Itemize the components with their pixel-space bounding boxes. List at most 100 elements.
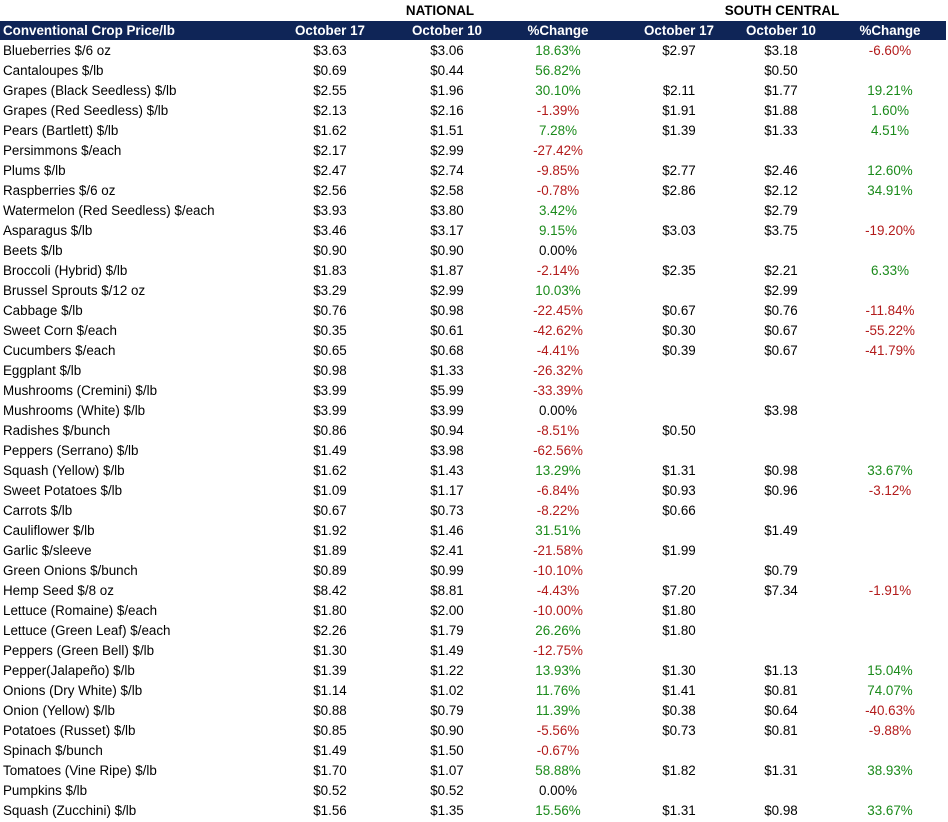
cell-sc-oct17: $0.73 xyxy=(662,723,696,738)
cell-national-oct10: $2.74 xyxy=(430,163,464,178)
cell-national-change: -0.78% xyxy=(536,183,580,198)
cell-national-change: -10.10% xyxy=(533,563,583,578)
table-row: Cauliflower $/lb $1.92 $1.46 31.51% $1.49 xyxy=(0,521,946,541)
cell-national-change: -62.56% xyxy=(533,443,583,458)
table-row: Peppers (Green Bell) $/lb $1.30 $1.49 -12.7… xyxy=(0,641,946,661)
cell-national-oct10: $0.90 xyxy=(430,723,464,738)
cell-crop-name: Persimmons $/each xyxy=(3,143,122,158)
cell-national-change: 11.39% xyxy=(535,703,581,718)
cell-national-oct10: $0.73 xyxy=(430,503,464,518)
cell-sc-oct10: $2.21 xyxy=(764,263,798,278)
cell-national-oct17: $0.85 xyxy=(313,723,347,738)
col-header-national-oct10: October 10 xyxy=(412,23,482,38)
col-header-sc-oct10: October 10 xyxy=(746,23,816,38)
table-row: Cabbage $/lb $0.76 $0.98 -22.45% $0.67 $0.76 -… xyxy=(0,301,946,321)
cell-national-oct17: $2.56 xyxy=(313,183,347,198)
cell-sc-oct10: $1.49 xyxy=(764,523,798,538)
cell-national-oct10: $8.81 xyxy=(430,583,464,598)
cell-sc-oct17: $0.93 xyxy=(662,483,696,498)
cell-national-change: 13.29% xyxy=(535,463,581,478)
col-header-sc-change: %Change xyxy=(859,23,921,38)
cell-national-oct17: $1.80 xyxy=(313,603,347,618)
cell-national-oct10: $1.51 xyxy=(430,123,464,138)
cell-sc-oct10: $3.75 xyxy=(764,223,798,238)
cell-sc-oct10: $0.79 xyxy=(764,563,798,578)
cell-national-oct17: $1.92 xyxy=(313,523,347,538)
table-row: Green Onions $/bunch $0.89 $0.99 -10.10% $0.… xyxy=(0,561,946,581)
column-header-row: Conventional Crop Price/lb October 17 Oc… xyxy=(0,21,946,40)
cell-sc-change: 4.51% xyxy=(871,123,909,138)
cell-national-oct10: $3.98 xyxy=(430,443,464,458)
table-row: Lettuce (Romaine) $/each $1.80 $2.00 -10.00… xyxy=(0,601,946,621)
cell-national-oct17: $0.76 xyxy=(313,303,347,318)
table-row: Pepper(Jalapeño) $/lb $1.39 $1.22 13.93% $1.… xyxy=(0,661,946,681)
table-row: Cucumbers $/each $0.65 $0.68 -4.41% $0.39 $0.… xyxy=(0,341,946,361)
table-row: Sweet Corn $/each $0.35 $0.61 -42.62% $0.30 $… xyxy=(0,321,946,341)
cell-national-oct10: $0.90 xyxy=(430,243,464,258)
cell-national-oct10: $2.00 xyxy=(430,603,464,618)
cell-crop-name: Lettuce (Green Leaf) $/each xyxy=(3,623,171,638)
cell-sc-oct17: $0.67 xyxy=(662,303,696,318)
cell-national-change: 30.10% xyxy=(535,83,581,98)
table-row: Squash (Zucchini) $/lb $1.56 $1.35 15.56% $1… xyxy=(0,801,946,821)
cell-national-oct17: $3.46 xyxy=(313,223,347,238)
cell-sc-change: -40.63% xyxy=(865,703,915,718)
cell-sc-oct10: $0.76 xyxy=(764,303,798,318)
cell-sc-change: 38.93% xyxy=(867,763,913,778)
cell-national-change: 3.42% xyxy=(539,203,577,218)
cell-sc-change: 74.07% xyxy=(867,683,913,698)
table-row: Hemp Seed $/8 oz $8.42 $8.81 -4.43% $7.20 $7.… xyxy=(0,581,946,601)
col-header-sc-oct17: October 17 xyxy=(644,23,714,38)
cell-national-oct17: $1.14 xyxy=(313,683,347,698)
table-row: Raspberries $/6 oz $2.56 $2.58 -0.78% $2.86 $… xyxy=(0,181,946,201)
cell-crop-name: Radishes $/bunch xyxy=(3,423,111,438)
cell-crop-name: Squash (Yellow) $/lb xyxy=(3,463,125,478)
cell-sc-oct17: $0.38 xyxy=(662,703,696,718)
cell-sc-change: -1.91% xyxy=(868,583,912,598)
table-row: Asparagus $/lb $3.46 $3.17 9.15% $3.03 $3.75 -… xyxy=(0,221,946,241)
cell-sc-oct17: $2.77 xyxy=(662,163,696,178)
cell-crop-name: Peppers (Green Bell) $/lb xyxy=(3,643,155,658)
table-row: Tomatoes (Vine Ripe) $/lb $1.70 $1.07 58.88… xyxy=(0,761,946,781)
cell-crop-name: Mushrooms (Cremini) $/lb xyxy=(3,383,158,398)
cell-national-change: 0.00% xyxy=(539,243,577,258)
cell-national-oct17: $3.99 xyxy=(313,383,347,398)
cell-national-change: -1.39% xyxy=(536,103,580,118)
cell-sc-oct17: $1.99 xyxy=(662,543,696,558)
cell-sc-oct17: $2.11 xyxy=(662,83,696,98)
cell-sc-change: 1.60% xyxy=(871,103,909,118)
cell-sc-oct17: $1.80 xyxy=(662,623,696,638)
cell-sc-oct17: $0.30 xyxy=(662,323,696,338)
cell-national-change: -4.41% xyxy=(536,343,580,358)
cell-national-change: 7.28% xyxy=(539,123,577,138)
cell-national-oct17: $0.88 xyxy=(313,703,347,718)
cell-national-oct10: $0.68 xyxy=(430,343,464,358)
group-header-south-central: SOUTH CENTRAL xyxy=(724,3,840,18)
cell-crop-name: Potatoes (Russet) $/lb xyxy=(3,723,136,738)
cell-national-oct10: $2.99 xyxy=(430,283,464,298)
cell-sc-oct10: $2.99 xyxy=(764,283,798,298)
cell-national-oct10: $0.61 xyxy=(430,323,464,338)
cell-national-change: -8.22% xyxy=(536,503,580,518)
cell-national-oct10: $0.94 xyxy=(430,423,464,438)
cell-sc-oct17: $0.50 xyxy=(662,423,696,438)
cell-crop-name: Cantaloupes $/lb xyxy=(3,63,104,78)
cell-national-change: -8.51% xyxy=(536,423,580,438)
cell-sc-oct10: $1.77 xyxy=(764,83,798,98)
table-row: Onions (Dry White) $/lb $1.14 $1.02 11.76% $… xyxy=(0,681,946,701)
table-row: Grapes (Black Seedless) $/lb $2.55 $1.96 30… xyxy=(0,81,946,101)
cell-national-oct10: $1.49 xyxy=(430,643,464,658)
col-header-national-oct17: October 17 xyxy=(295,23,365,38)
cell-national-oct17: $0.65 xyxy=(313,343,347,358)
cell-national-oct10: $1.22 xyxy=(430,663,464,678)
cell-national-change: 56.82% xyxy=(535,63,581,78)
cell-sc-change: 12.60% xyxy=(867,163,913,178)
cell-national-change: -6.84% xyxy=(536,483,580,498)
cell-national-change: -26.32% xyxy=(533,363,583,378)
table-row: Onion (Yellow) $/lb $0.88 $0.79 11.39% $0.38… xyxy=(0,701,946,721)
cell-sc-oct17: $1.41 xyxy=(662,683,696,698)
cell-national-oct17: $0.98 xyxy=(313,363,347,378)
cell-sc-oct17: $1.82 xyxy=(662,763,696,778)
cell-crop-name: Garlic $/sleeve xyxy=(3,543,92,558)
cell-sc-oct10: $0.67 xyxy=(764,343,798,358)
